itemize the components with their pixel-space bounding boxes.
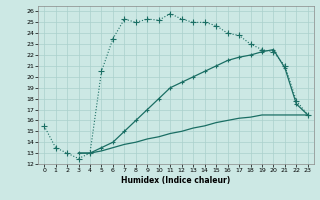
X-axis label: Humidex (Indice chaleur): Humidex (Indice chaleur) [121,176,231,185]
